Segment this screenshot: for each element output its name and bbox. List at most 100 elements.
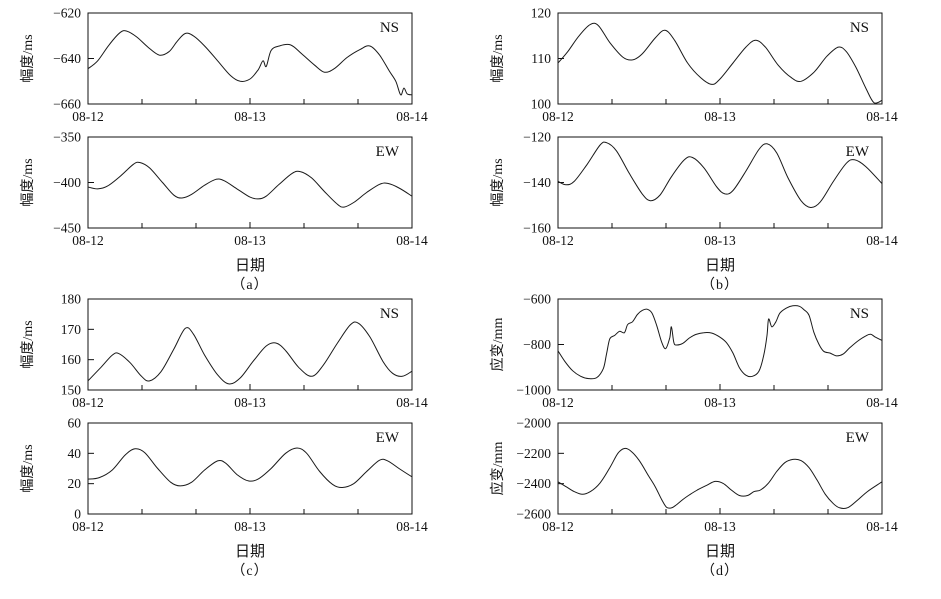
y-axis-title: 幅度/ms — [20, 444, 36, 492]
y-tick-label: −800 — [523, 337, 551, 352]
x-tick-label: 08-14 — [866, 519, 898, 534]
direction-label: NS — [850, 20, 869, 36]
x-tick-label: 08-14 — [396, 395, 428, 410]
x-tick-label: 08-12 — [72, 395, 104, 410]
x-tick-label: 08-14 — [866, 109, 898, 124]
y-tick-label: −350 — [53, 132, 81, 145]
x-tick-label: 08-14 — [396, 519, 428, 534]
y-axis-title: 幅度/ms — [20, 158, 36, 206]
y-tick-label: 100 — [531, 97, 552, 112]
y-tick-label: 170 — [61, 322, 82, 337]
plot-border — [557, 12, 883, 105]
y-tick-label: −120 — [523, 132, 551, 145]
chart-b-ns: 08-12 08-13 08-14 100 110 120 幅度/ms NS — [490, 8, 898, 124]
panel-letter-c: （c） — [231, 564, 269, 579]
y-tick-label: −1000 — [516, 383, 551, 398]
direction-label: NS — [850, 306, 869, 322]
y-tick-label: 120 — [531, 8, 552, 21]
direction-label: EW — [846, 144, 870, 160]
y-tick-label: −640 — [53, 51, 81, 66]
x-tick-label: 08-14 — [396, 233, 428, 248]
x-tick-label: 08-13 — [234, 233, 266, 248]
direction-label: EW — [376, 144, 400, 160]
plot-border — [557, 298, 883, 391]
y-axis-title: 应变/mm — [489, 442, 506, 496]
y-tick-label: −660 — [53, 97, 81, 112]
data-curve — [88, 161, 412, 208]
y-axis-title: 幅度/ms — [490, 34, 506, 82]
x-axis-title: 日期 — [704, 258, 735, 274]
y-tick-label: −2200 — [516, 446, 551, 461]
x-tick-label: 08-13 — [704, 109, 736, 124]
plot-border — [87, 422, 413, 515]
data-curve — [88, 447, 412, 489]
data-curve — [88, 30, 412, 96]
y-tick-label: 110 — [531, 51, 551, 66]
figure-grid: 08-12 08-13 08-14 −620 −640 −660 幅度/ms NS 08-12… — [0, 8, 941, 580]
y-tick-label: −2000 — [516, 418, 551, 431]
panel-a: 08-12 08-13 08-14 −620 −640 −660 幅度/ms NS 08-12… — [0, 8, 470, 294]
y-axis-title: 幅度/ms — [20, 34, 36, 82]
y-tick-label: 40 — [68, 446, 82, 461]
x-tick-label: 08-12 — [542, 395, 574, 410]
x-tick-label: 08-13 — [704, 233, 736, 248]
x-tick-label: 08-14 — [866, 395, 898, 410]
y-axis-title: 幅度/ms — [20, 320, 36, 368]
y-tick-label: −2600 — [516, 507, 551, 522]
direction-label: EW — [376, 430, 400, 446]
y-tick-label: 60 — [68, 418, 82, 431]
y-tick-label: 150 — [61, 383, 82, 398]
panel-d: 08-12 08-13 08-14 −600 −800 −1000 应变/mm NS 08-1… — [470, 294, 941, 580]
chart-d-ns: 08-12 08-13 08-14 −600 −800 −1000 应变/mm NS — [489, 294, 898, 410]
y-tick-label: −140 — [523, 175, 551, 190]
x-tick-label: 08-13 — [704, 395, 736, 410]
data-curve — [558, 447, 882, 509]
plot-border — [557, 422, 883, 515]
data-curve — [558, 22, 882, 104]
x-tick-label: 08-13 — [704, 519, 736, 534]
plot-border — [87, 12, 413, 105]
chart-a-ew: 08-12 08-13 08-14 −350 −400 −450 幅度/ms EW — [20, 132, 428, 248]
chart-b-ew: 08-12 08-13 08-14 −120 −140 −160 幅度/ms EW — [490, 132, 898, 248]
x-tick-label: 08-14 — [866, 233, 898, 248]
direction-label: NS — [380, 20, 399, 36]
direction-label: NS — [380, 306, 399, 322]
data-curve — [558, 305, 882, 380]
x-tick-label: 08-14 — [396, 109, 428, 124]
x-tick-label: 08-13 — [234, 109, 266, 124]
chart-a-ns: 08-12 08-13 08-14 −620 −640 −660 幅度/ms NS — [20, 8, 428, 124]
x-tick-label: 08-12 — [542, 109, 574, 124]
x-axis-title: 日期 — [234, 258, 265, 274]
chart-d-ew: 08-12 08-13 08-14 −2000 −2200 −2400 −2600 应变/mm… — [489, 418, 898, 534]
x-tick-label: 08-12 — [72, 109, 104, 124]
y-tick-label: −620 — [53, 8, 81, 21]
direction-label: EW — [846, 430, 870, 446]
x-axis-title: 日期 — [704, 544, 735, 560]
y-tick-label: −400 — [53, 175, 81, 190]
data-curve — [88, 321, 412, 385]
x-tick-label: 08-13 — [234, 519, 266, 534]
y-tick-label: 160 — [61, 352, 82, 367]
x-tick-label: 08-12 — [72, 233, 104, 248]
y-tick-label: 20 — [68, 476, 82, 491]
plot-border — [557, 136, 883, 229]
panel-b: 08-12 08-13 08-14 100 110 120 幅度/ms NS 08-12 08-… — [470, 8, 941, 294]
y-tick-label: −450 — [53, 221, 81, 236]
x-axis-title: 日期 — [234, 544, 265, 560]
x-tick-label: 08-13 — [234, 395, 266, 410]
chart-c-ns: 08-12 08-13 08-14 150 160 170 180 幅度/ms NS — [20, 294, 428, 410]
y-tick-label: −160 — [523, 221, 551, 236]
y-axis-title: 应变/mm — [489, 318, 506, 372]
plot-border — [87, 136, 413, 229]
panel-letter-b: （b） — [701, 278, 739, 293]
plot-border — [87, 298, 413, 391]
panel-letter-d: （d） — [701, 564, 739, 579]
y-tick-label: −2400 — [516, 476, 551, 491]
panel-c: 08-12 08-13 08-14 150 160 170 180 幅度/ms NS 08-12… — [0, 294, 470, 580]
data-curve — [558, 141, 882, 209]
y-tick-label: 0 — [74, 507, 81, 522]
y-axis-title: 幅度/ms — [490, 158, 506, 206]
y-tick-label: 180 — [61, 294, 82, 307]
x-tick-label: 08-12 — [542, 519, 574, 534]
y-tick-label: −600 — [523, 294, 551, 307]
